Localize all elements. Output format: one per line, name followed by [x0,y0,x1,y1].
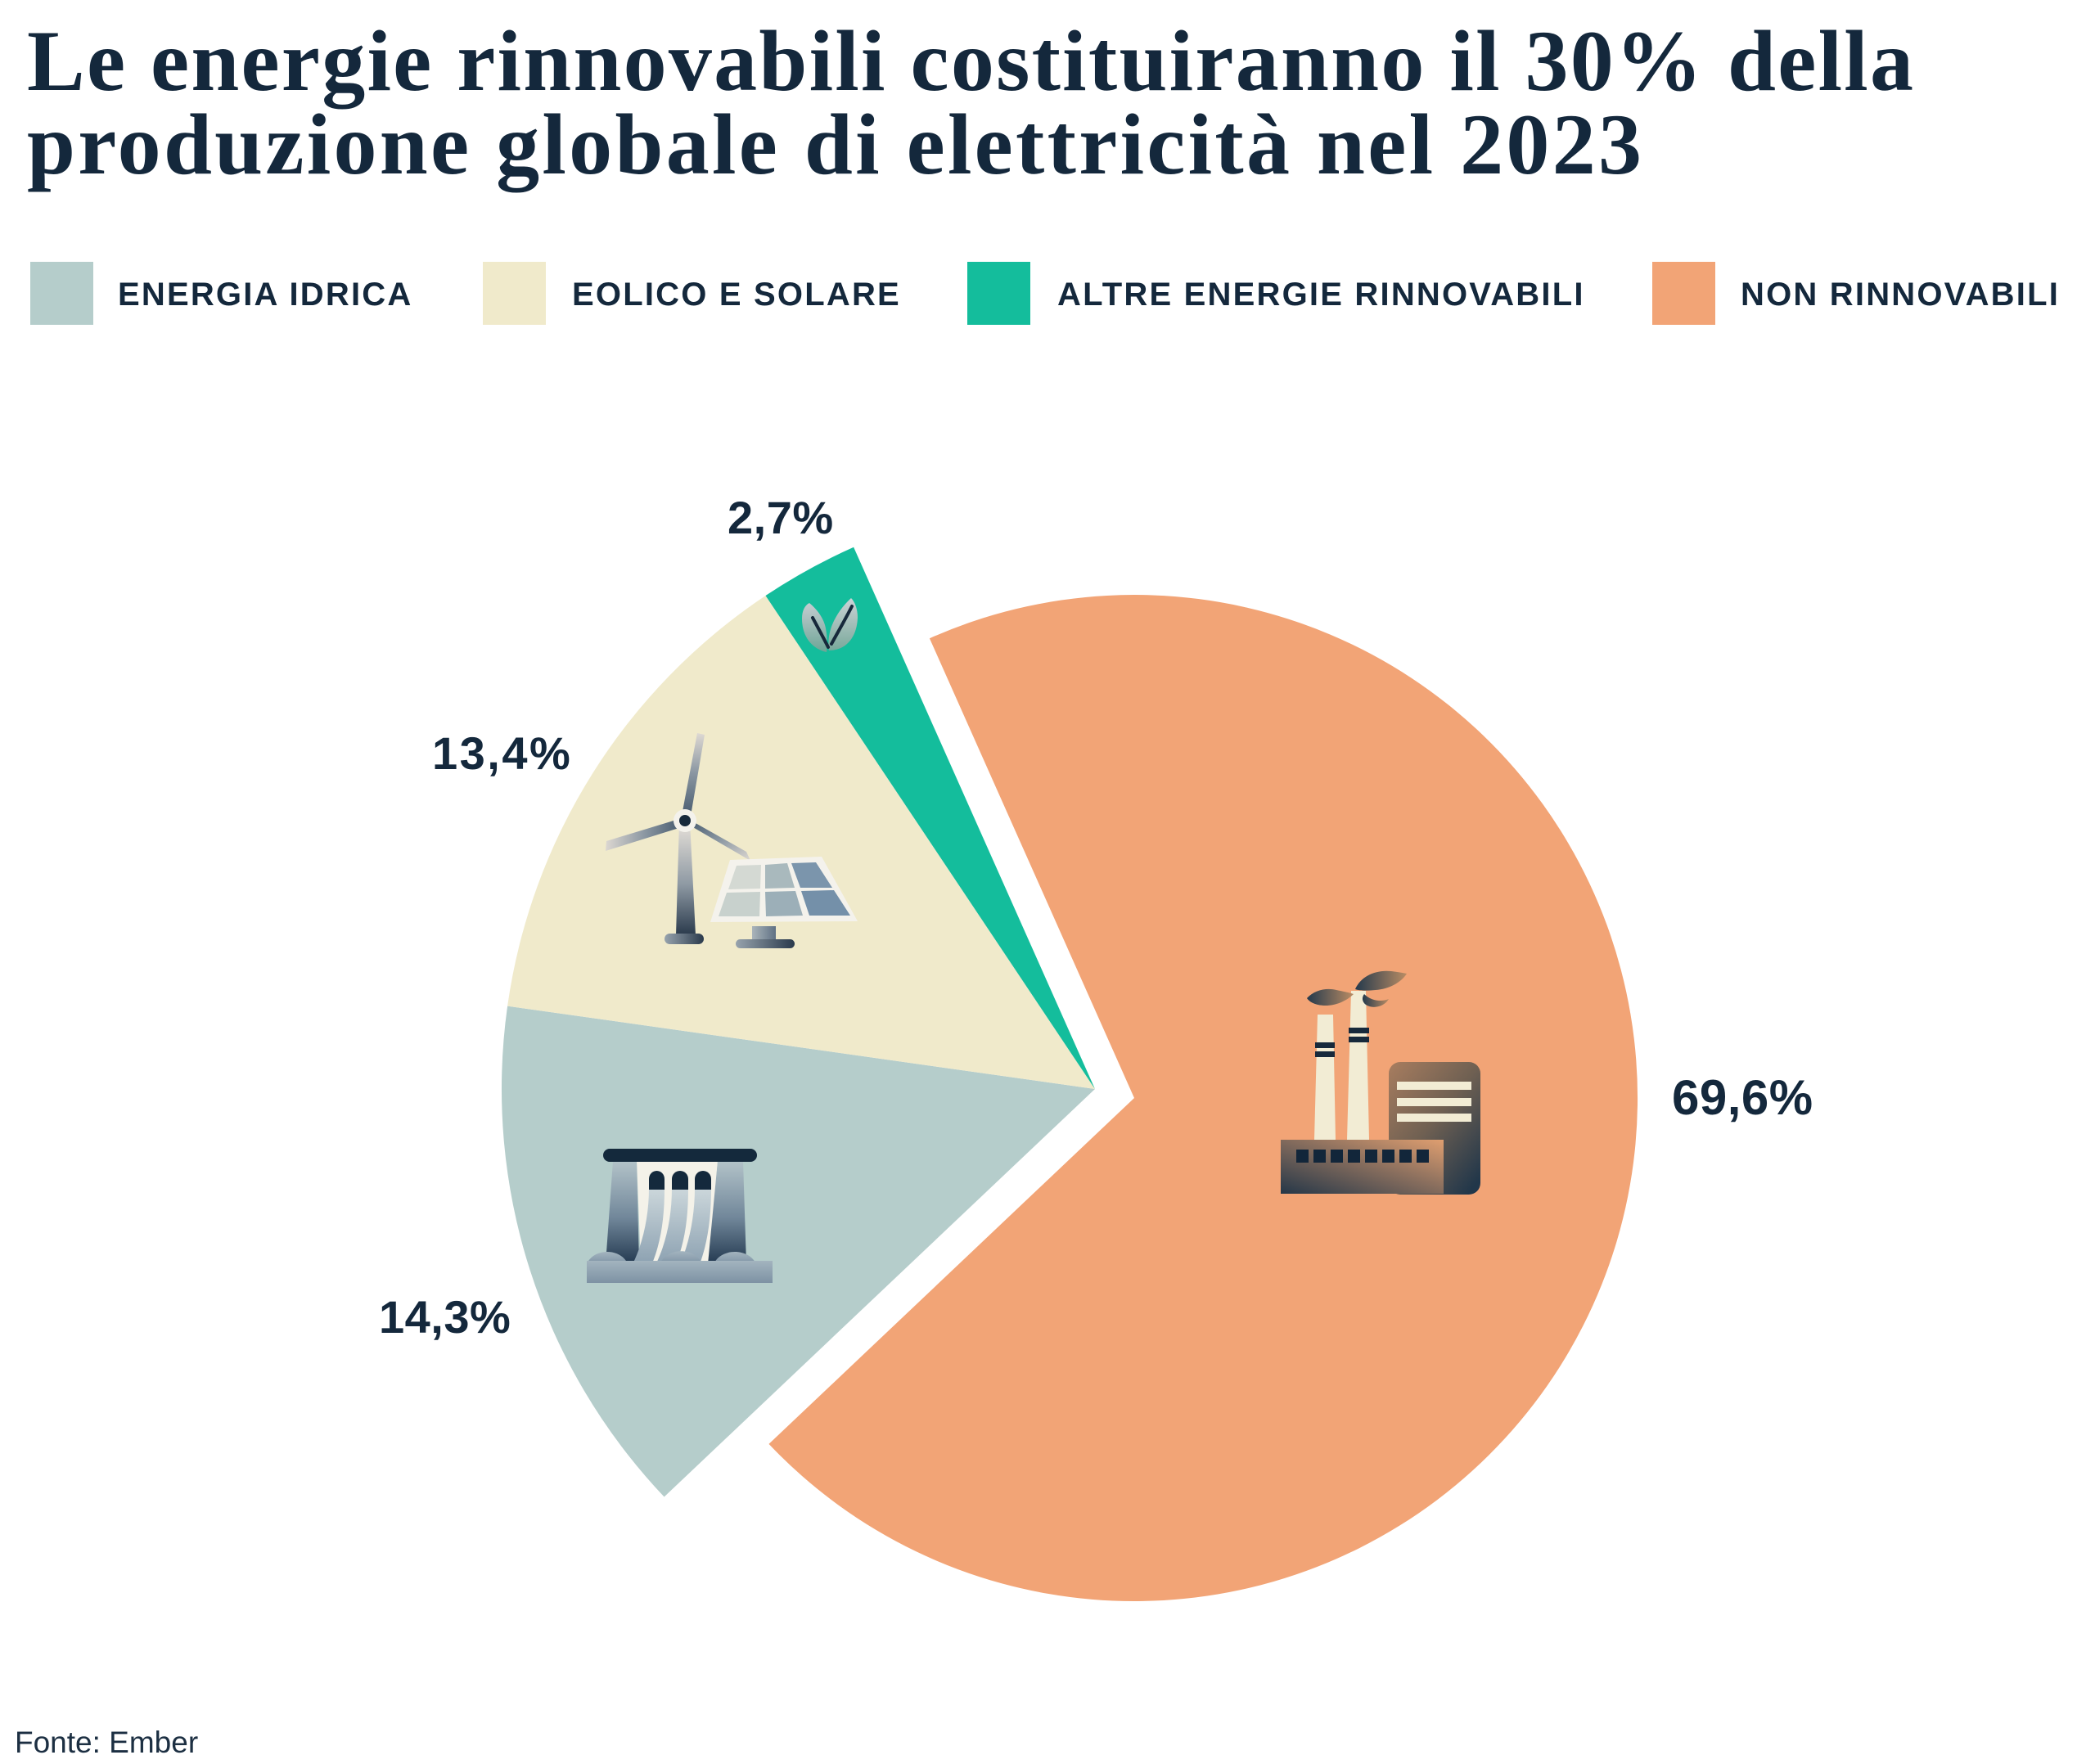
svg-text:ALTRE ENERGIE RINNOVABILI: ALTRE ENERGIE RINNOVABILI [1057,277,1585,313]
svg-text:NON RINNOVABILI: NON RINNOVABILI [1741,277,2060,313]
svg-text:produzione globale di elettric: produzione globale di elettricità nel 20… [27,97,1642,192]
svg-text:ENERGIA IDRICA: ENERGIA IDRICA [118,277,412,313]
svg-text:14,3%: 14,3% [379,1291,511,1343]
svg-text:69,6%: 69,6% [1672,1070,1813,1125]
svg-text:EOLICO E SOLARE: EOLICO E SOLARE [572,277,901,313]
svg-text:13,4%: 13,4% [432,727,572,779]
svg-text:Le energie rinnovabili costitu: Le energie rinnovabili costituiranno il … [27,13,1913,109]
svg-text:2,7%: 2,7% [728,492,834,543]
svg-text:Fonte: Ember: Fonte: Ember [15,1726,198,1759]
